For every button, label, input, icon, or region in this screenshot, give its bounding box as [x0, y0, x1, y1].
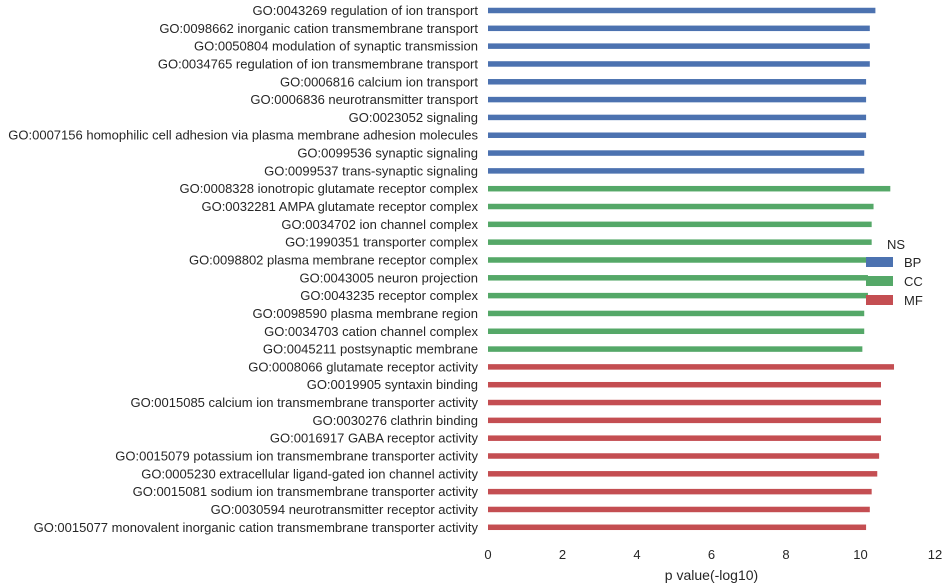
bar — [488, 61, 870, 67]
category-label: GO:0015085 calcium ion transmembrane tra… — [130, 395, 478, 410]
category-label: GO:0045211 postsynaptic membrane — [263, 342, 478, 357]
category-label: GO:0008328 ionotropic glutamate receptor… — [180, 181, 479, 196]
bar — [488, 275, 868, 281]
bar — [488, 417, 881, 424]
x-tick-label: 6 — [708, 547, 715, 562]
bar — [488, 132, 867, 138]
category-label: GO:0034765 regulation of ion transmembra… — [158, 56, 479, 71]
legend-entries: BP CC MF — [866, 255, 923, 308]
legend-title: NS — [887, 237, 905, 252]
category-label: GO:0098590 plasma membrane region — [253, 306, 478, 321]
category-label: GO:0016917 GABA receptor activity — [270, 431, 479, 446]
legend-label: CC — [904, 274, 923, 289]
category-label: GO:0030276 clathrin binding — [312, 413, 478, 428]
bar — [488, 96, 867, 103]
x-tick-label: 12 — [928, 547, 942, 562]
bar — [488, 221, 872, 228]
bar — [488, 7, 876, 14]
bar — [488, 150, 865, 156]
x-tick-label: 0 — [484, 547, 491, 562]
x-tick-label: 2 — [559, 547, 566, 562]
category-label: GO:0007156 homophilic cell adhesion via … — [8, 128, 478, 143]
legend-swatch — [866, 276, 893, 286]
bar — [488, 471, 878, 477]
category-label: GO:0015081 sodium ion transmembrane tran… — [133, 484, 479, 499]
bar — [488, 43, 870, 49]
legend-label: BP — [904, 255, 921, 270]
category-label: GO:0030594 neurotransmitter receptor act… — [211, 502, 479, 517]
bar — [488, 310, 865, 317]
bar — [488, 239, 872, 245]
x-axis-label: p value(-log10) — [665, 567, 758, 583]
bar — [488, 435, 881, 441]
category-label: GO:0015077 monovalent inorganic cation t… — [34, 520, 479, 535]
x-tick-label: 4 — [633, 547, 640, 562]
category-label: GO:0019905 syntaxin binding — [307, 377, 478, 392]
bar — [488, 524, 867, 531]
category-label: GO:0099536 synaptic signaling — [297, 146, 478, 161]
bar — [488, 453, 880, 459]
category-label: GO:0015079 potassium ion transmembrane t… — [115, 449, 478, 464]
category-label: GO:0099537 trans-synaptic signaling — [264, 163, 478, 178]
legend-swatch — [866, 257, 893, 267]
legend-label: MF — [904, 293, 923, 308]
category-label: GO:0043269 regulation of ion transport — [253, 3, 479, 18]
bar — [488, 257, 868, 263]
category-labels: GO:0043269 regulation of ion transport GO… — [8, 3, 478, 535]
legend-swatch — [866, 295, 893, 305]
bar — [488, 25, 870, 32]
category-label: GO:1990351 transporter complex — [285, 235, 478, 250]
x-tick-labels: 0 2 4 6 8 10 12 — [484, 547, 942, 562]
category-label: GO:0043235 receptor complex — [300, 288, 478, 303]
bar — [488, 399, 881, 406]
bar — [488, 185, 891, 192]
category-label: GO:0098662 inorganic cation transmembran… — [159, 21, 478, 36]
category-label: GO:0006836 neurotransmitter transport — [250, 92, 478, 107]
bars-group — [488, 7, 895, 531]
bar — [488, 328, 865, 335]
bar — [488, 381, 881, 388]
category-label: GO:0008066 glutamate receptor activity — [248, 359, 478, 374]
category-label: GO:0005230 extracellular ligand-gated io… — [141, 466, 478, 481]
bar — [488, 203, 874, 210]
bar — [488, 114, 867, 121]
category-label: GO:0023052 signaling — [349, 110, 478, 125]
category-label: GO:0050804 modulation of synaptic transm… — [194, 39, 478, 54]
category-label: GO:0034702 ion channel complex — [281, 217, 478, 232]
bar — [488, 488, 872, 495]
bar — [488, 364, 895, 370]
bar — [488, 168, 865, 174]
category-label: GO:0098802 plasma membrane receptor comp… — [189, 252, 479, 267]
category-label: GO:0032281 AMPA glutamate receptor compl… — [201, 199, 478, 214]
category-label: GO:0006816 calcium ion transport — [280, 74, 478, 89]
bar — [488, 79, 867, 85]
bar — [488, 506, 870, 513]
x-tick-label: 10 — [853, 547, 867, 562]
category-label: GO:0043005 neuron projection — [299, 270, 478, 285]
bar — [488, 292, 868, 299]
bar — [488, 346, 863, 352]
category-label: GO:0034703 cation channel complex — [264, 324, 478, 339]
legend: NS BP CC MF — [866, 237, 923, 308]
x-tick-label: 8 — [782, 547, 789, 562]
